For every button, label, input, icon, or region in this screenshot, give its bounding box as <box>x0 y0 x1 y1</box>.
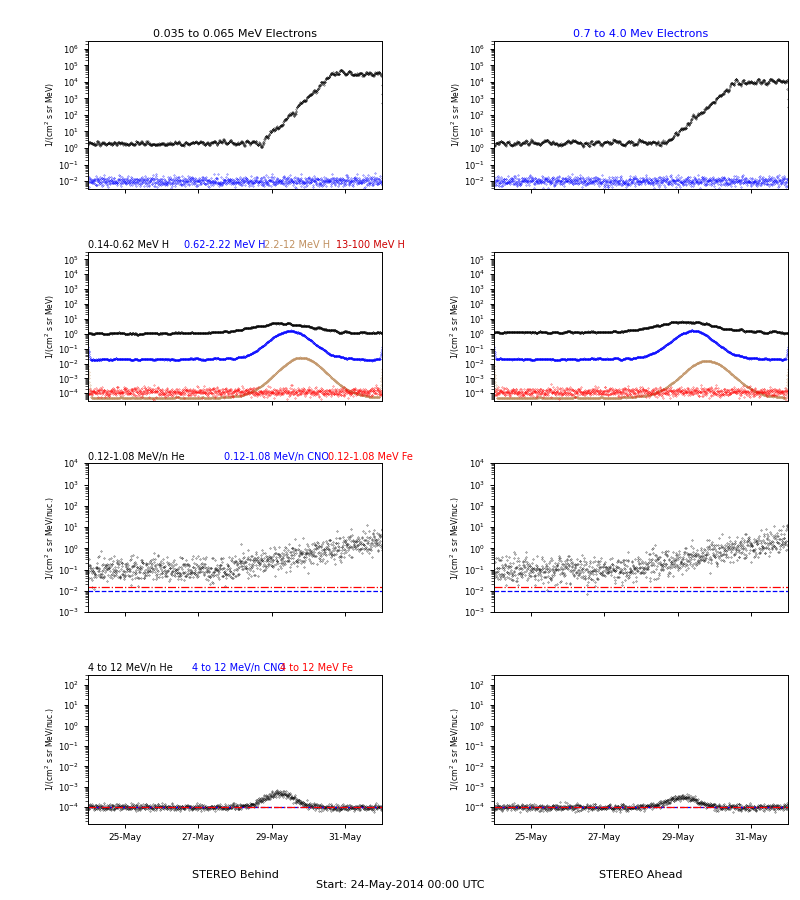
Text: 0.14-0.62 MeV H: 0.14-0.62 MeV H <box>88 240 169 250</box>
Y-axis label: 1/(cm$^2$ s sr MeV): 1/(cm$^2$ s sr MeV) <box>449 293 462 359</box>
Y-axis label: 1/(cm$^2$ s sr MeV/nuc.): 1/(cm$^2$ s sr MeV/nuc.) <box>43 496 57 580</box>
Text: 4 to 12 MeV Fe: 4 to 12 MeV Fe <box>280 663 353 673</box>
Text: 2.2-12 MeV H: 2.2-12 MeV H <box>264 240 330 250</box>
Text: 0.7 to 4.0 Mev Electrons: 0.7 to 4.0 Mev Electrons <box>574 29 709 39</box>
Text: 0.12-1.08 MeV/n He: 0.12-1.08 MeV/n He <box>88 452 185 462</box>
Text: STEREO Behind: STEREO Behind <box>192 869 278 879</box>
Y-axis label: 1/(cm$^2$ s sr MeV): 1/(cm$^2$ s sr MeV) <box>43 83 57 148</box>
Y-axis label: 1/(cm$^2$ s sr MeV/nuc.): 1/(cm$^2$ s sr MeV/nuc.) <box>449 707 462 791</box>
Y-axis label: 1/(cm$^2$ s sr MeV/nuc.): 1/(cm$^2$ s sr MeV/nuc.) <box>449 496 462 580</box>
Text: 0.12-1.08 MeV Fe: 0.12-1.08 MeV Fe <box>328 452 413 462</box>
Text: 0.12-1.08 MeV/n CNO: 0.12-1.08 MeV/n CNO <box>224 452 329 462</box>
Text: Start: 24-May-2014 00:00 UTC: Start: 24-May-2014 00:00 UTC <box>316 880 484 890</box>
Text: STEREO Ahead: STEREO Ahead <box>599 869 682 879</box>
Text: 4 to 12 MeV/n CNO: 4 to 12 MeV/n CNO <box>192 663 285 673</box>
Text: 0.62-2.22 MeV H: 0.62-2.22 MeV H <box>184 240 266 250</box>
Y-axis label: 1/(cm$^2$ s sr MeV): 1/(cm$^2$ s sr MeV) <box>450 83 462 148</box>
Y-axis label: 1/(cm$^2$ s sr MeV): 1/(cm$^2$ s sr MeV) <box>43 293 57 359</box>
Text: 4 to 12 MeV/n He: 4 to 12 MeV/n He <box>88 663 173 673</box>
Text: 13-100 MeV H: 13-100 MeV H <box>336 240 405 250</box>
Text: 0.035 to 0.065 MeV Electrons: 0.035 to 0.065 MeV Electrons <box>153 29 317 39</box>
Y-axis label: 1/(cm$^2$ s sr MeV/nuc.): 1/(cm$^2$ s sr MeV/nuc.) <box>43 707 57 791</box>
